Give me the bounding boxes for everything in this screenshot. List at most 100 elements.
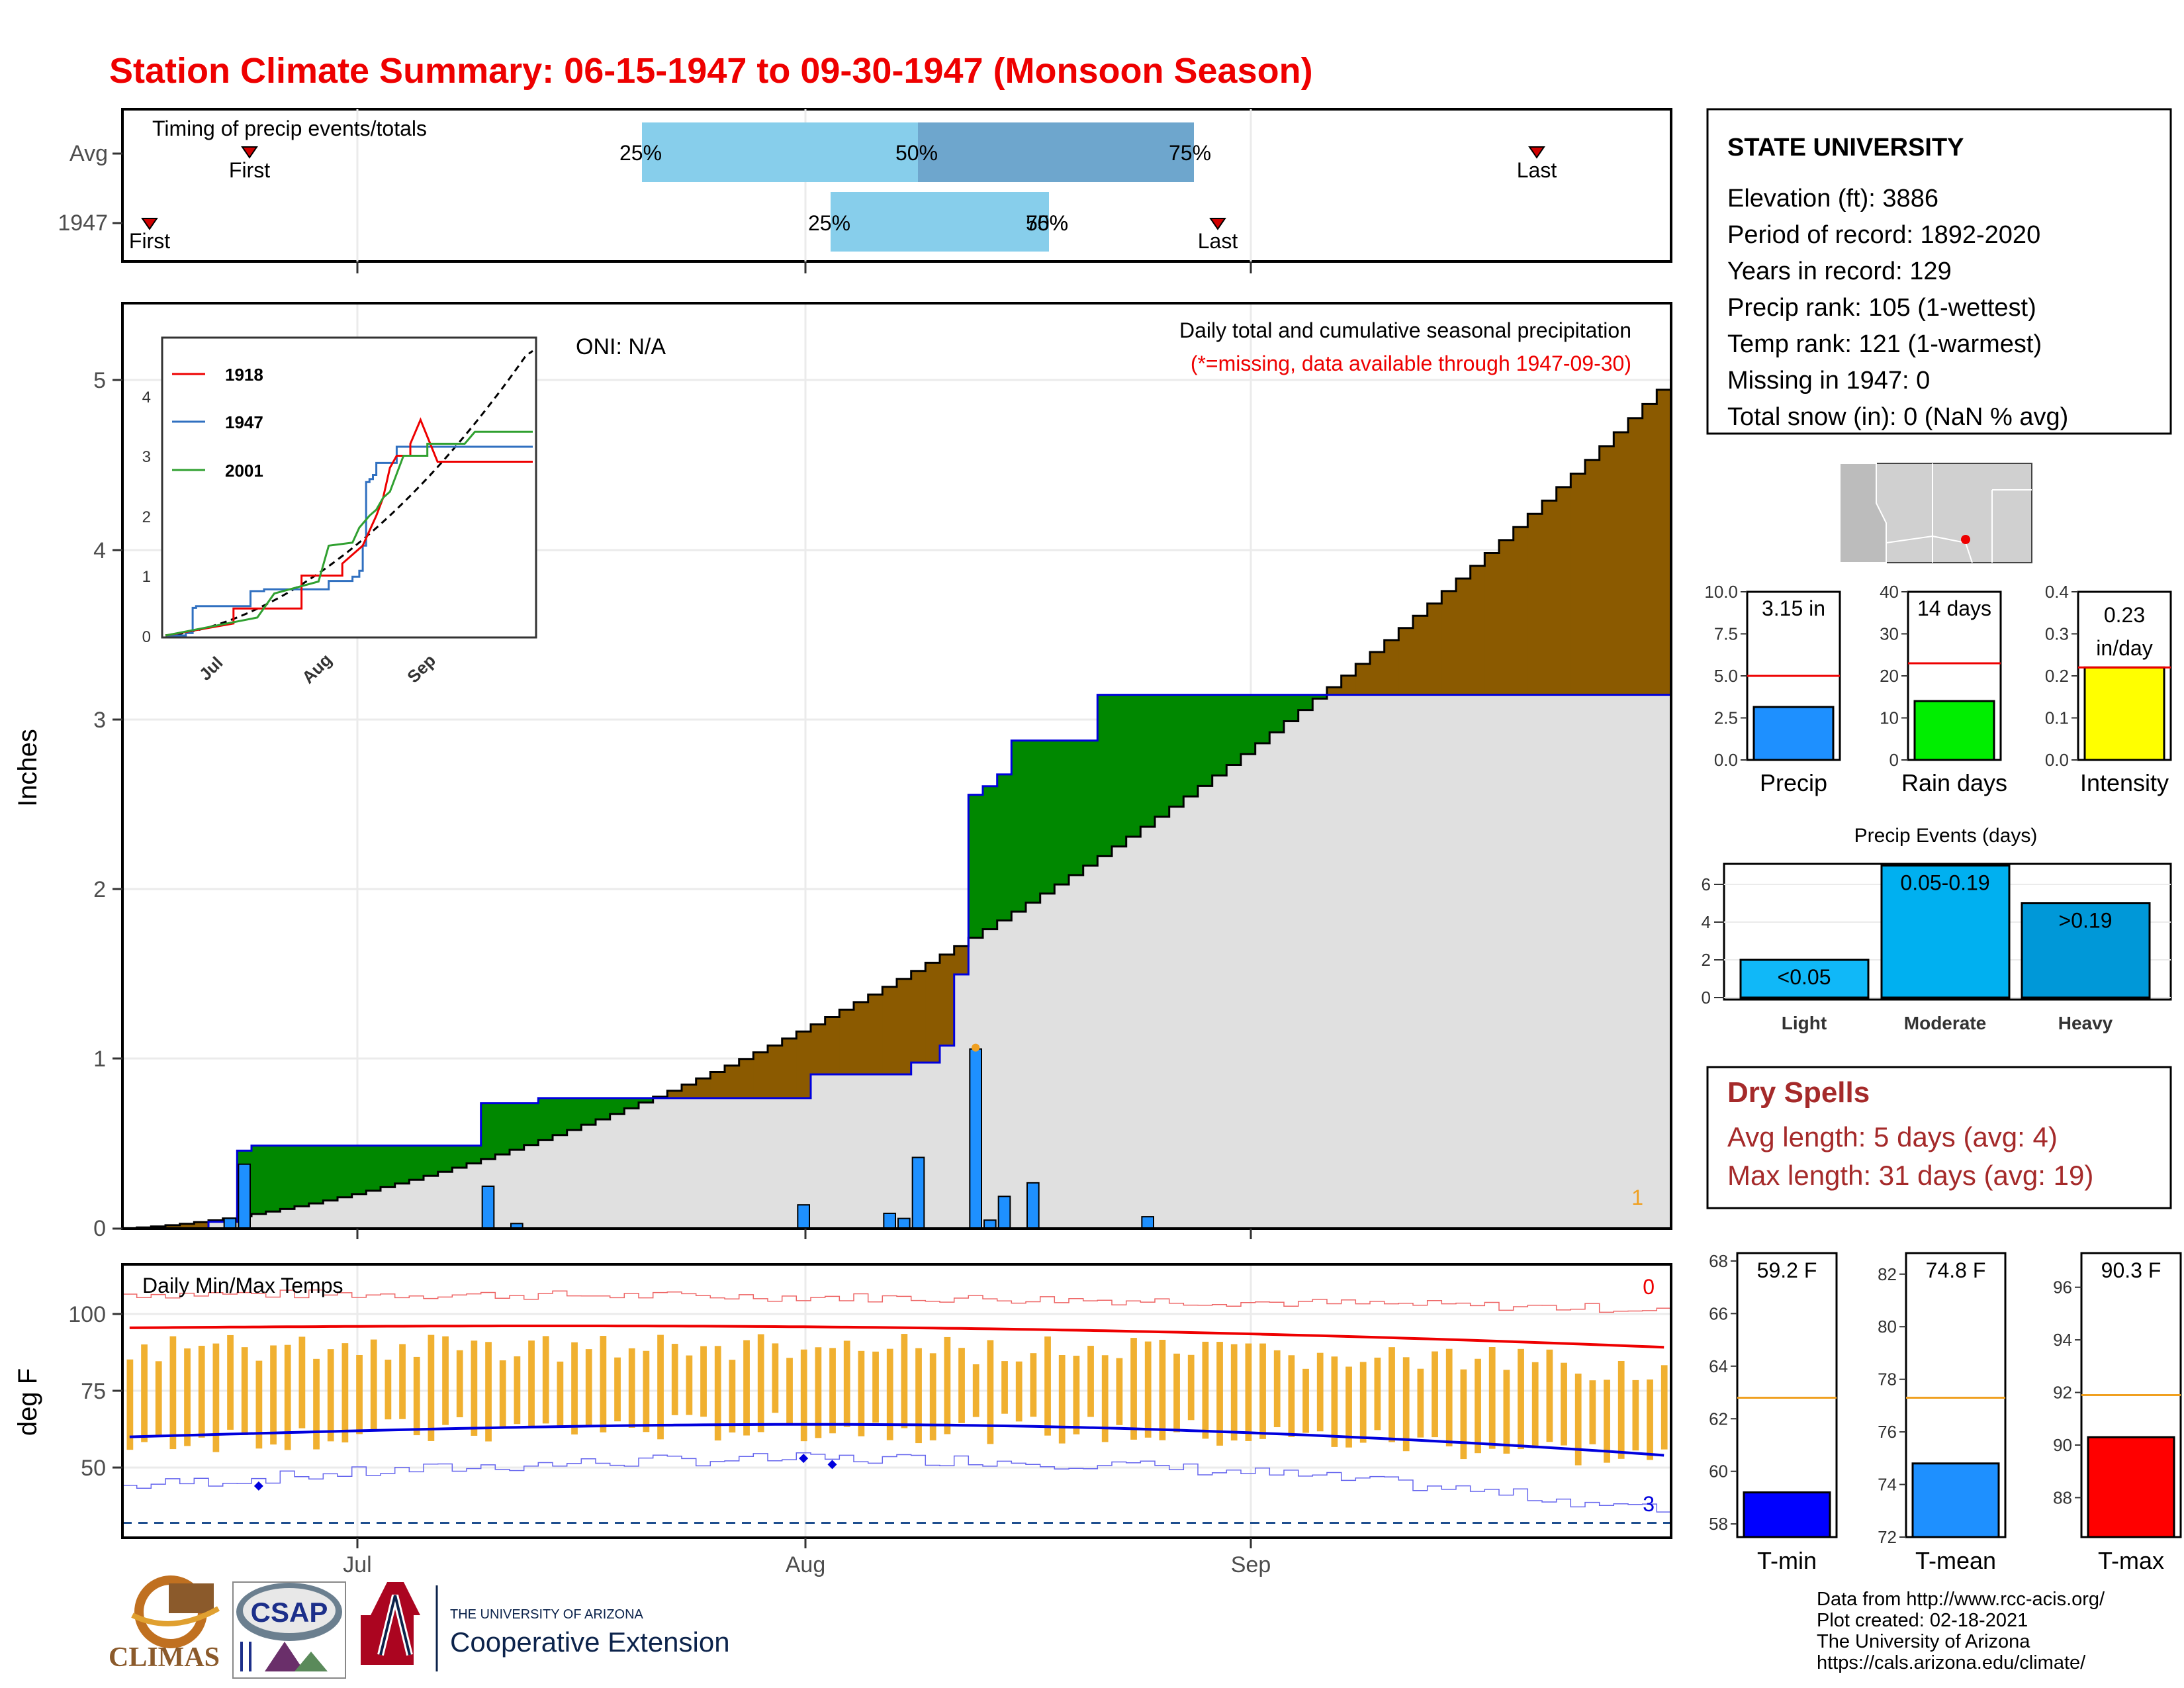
mini-bar-value [1752, 706, 1835, 761]
daily-temp-bar [1617, 1360, 1625, 1459]
credit-line-3: https://cals.arizona.edu/climate/ [1817, 1652, 2086, 1673]
station-line-period: Period of record: 1892-2020 [1727, 221, 2040, 249]
temp-count-top: 0 [1643, 1275, 1655, 1299]
temp-bar-tick: 66 [1709, 1303, 1728, 1323]
daily-temp-bar [843, 1340, 850, 1427]
mini-bar-tick: 10 [1880, 708, 1899, 728]
temp-bar-tick: 82 [1878, 1264, 1897, 1284]
daily-temp-bar [141, 1344, 148, 1442]
csap-wordmark: CSAP [251, 1597, 328, 1628]
daily-temp-bar [1173, 1353, 1180, 1432]
daily-temp-bar [1374, 1357, 1381, 1430]
daily-temp-bar [1073, 1356, 1080, 1434]
daily-temp-bar [901, 1334, 908, 1429]
daily-temp-bar [1202, 1341, 1209, 1439]
inset-average-line [165, 350, 533, 637]
events-title: Precip Events (days) [1854, 825, 2038, 847]
page-title: Station Climate Summary: 06-15-1947 to 0… [109, 51, 1313, 91]
precip-ytick-4: 4 [93, 538, 106, 563]
ua-extension: Cooperative Extension [450, 1626, 730, 1658]
dry-spells-avg: Avg length: 5 days (avg: 4) [1727, 1121, 2058, 1152]
station-info: STATE UNIVERSITY Elevation (ft): 3886 Pe… [1706, 108, 2172, 435]
inset-chart: 1918 1947 2001 0 1 2 3 4 Jul Aug Sep [142, 336, 537, 687]
daily-temp-bar [298, 1336, 306, 1429]
station-line-missing: Missing in 1947: 0 [1727, 367, 1930, 395]
temp-bar-tick: 92 [2053, 1383, 2072, 1403]
daily-temp-bar [514, 1356, 521, 1425]
daily-temp-bar [729, 1360, 736, 1432]
avg-first-label: First [229, 158, 270, 182]
temp-bar-tick: 68 [1709, 1251, 1728, 1271]
daily-temp-bar [356, 1354, 363, 1434]
avg-p75: 75% [1169, 141, 1211, 165]
station-name: STATE UNIVERSITY [1727, 134, 1964, 162]
cumulative-1947-area [122, 694, 1671, 1229]
temp-bar-value [1911, 1462, 2000, 1538]
daily-temp-bar [327, 1349, 334, 1442]
event-bar-label: Light [1782, 1013, 1827, 1033]
year-p75: 75% [1026, 211, 1068, 235]
mini-bar-value-text: in/day [2096, 636, 2152, 660]
temp-ytick-50: 50 [81, 1456, 106, 1481]
daily-temp-bar [1331, 1356, 1338, 1447]
mini-bar-tick: 2.5 [1714, 708, 1738, 728]
daily-temp-bar [442, 1336, 449, 1425]
mini-bar-tick: 0.0 [2045, 750, 2069, 770]
temp-summary-bars: 58 60 62 64 66 68 59.2 F T-min 72 74 76 78 80 82 74.8 … [1709, 1251, 2182, 1574]
avg-last-label: Last [1517, 158, 1557, 182]
daily-temp-bar [571, 1342, 578, 1435]
daily-temp-bar [1632, 1380, 1639, 1451]
summary-mini-bars: 0.0 2.5 5.0 7.5 10.0 Precip 3.15 in 0 10 20 30 40 Ra… [1704, 582, 2172, 796]
daily-temp-bar [757, 1334, 764, 1432]
timing-row-year: 1947 [58, 211, 108, 236]
cumulative-1947-line [122, 694, 1671, 1230]
inset-2001-line [165, 430, 533, 637]
daily-precip-bar [223, 1217, 237, 1230]
precip-y-ticks: 0 1 2 3 4 5 [93, 368, 106, 1241]
daily-precip-bar [238, 1163, 251, 1229]
temp-bar-tick: 96 [2053, 1278, 2072, 1297]
event-bar [1739, 959, 1870, 999]
temp-bar-label: T-mean [1915, 1547, 1996, 1574]
temp-bar-0: 58 60 62 64 66 68 59.2 F T-min [1709, 1251, 1838, 1574]
daily-temp-bar [671, 1344, 678, 1415]
year-iqr [831, 192, 1049, 252]
avg-p25: 25% [619, 141, 662, 165]
mini-bar-tick: 0.2 [2045, 666, 2069, 686]
mini-bar-tick: 0.0 [1714, 750, 1738, 770]
daily-temp-bar [829, 1348, 836, 1434]
timing-panel: Timing of precip events/totals Avg 1947 … [58, 108, 1672, 273]
timing-label: Timing of precip events/totals [152, 117, 427, 140]
daily-temp-bar [341, 1343, 349, 1443]
daily-temp-bar [972, 1364, 979, 1417]
avg-last-marker [1528, 146, 1545, 159]
daily-temp-bar [1402, 1357, 1410, 1452]
mini-bar-value-text: 3.15 in [1762, 596, 1825, 620]
csap-logo: CSAP [232, 1581, 346, 1679]
event-bar-label: Heavy [2058, 1013, 2113, 1033]
mini-bar-value [1913, 700, 1995, 761]
temp-bar-tick: 88 [2053, 1487, 2072, 1507]
max-day-marker [972, 1043, 980, 1052]
daily-temp-bar [1546, 1349, 1553, 1442]
record-low-marker [799, 1454, 809, 1464]
inset-legend-2001: 2001 [225, 461, 263, 481]
dry-spells-box: Dry Spells Avg length: 5 days (avg: 4) M… [1706, 1066, 2172, 1209]
mini-bar-tick: 0.4 [2045, 582, 2069, 602]
event-bar [2021, 902, 2151, 999]
event-bar-range: <0.05 [1778, 965, 1831, 989]
daily-temp-bar [1345, 1366, 1352, 1448]
inset-ytick-0: 0 [142, 628, 151, 646]
daily-temp-bar [1015, 1361, 1023, 1422]
temp-bar-tick: 60 [1709, 1462, 1728, 1481]
temp-bar-tick: 78 [1878, 1370, 1897, 1389]
year-last-marker [1209, 218, 1226, 230]
daily-temp-bar [858, 1350, 865, 1436]
daily-temp-bar [1460, 1369, 1467, 1460]
mini-bar-0: 0.0 2.5 5.0 7.5 10.0 Precip 3.15 in [1704, 582, 1841, 796]
avg-first-marker [241, 146, 258, 159]
precip-ytick-0: 0 [93, 1216, 106, 1241]
mini-bar-label: Intensity [2080, 769, 2169, 796]
station-line-snow: Total snow (in): 0 (NaN % avg) [1727, 403, 2068, 431]
daily-temp-bar [1359, 1362, 1367, 1443]
